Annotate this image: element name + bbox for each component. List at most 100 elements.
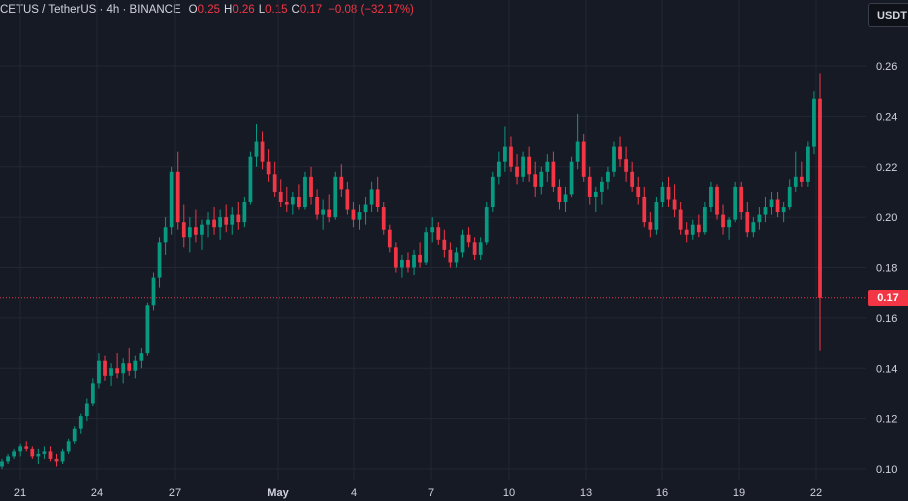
candle-body — [103, 360, 107, 376]
candle-body — [200, 224, 204, 235]
candle-body — [0, 461, 4, 467]
candle-body — [133, 360, 138, 371]
candle — [799, 161, 804, 187]
candle — [660, 181, 665, 208]
candle-body — [345, 189, 350, 210]
candle — [727, 217, 731, 240]
time-tick-label: 22 — [810, 487, 822, 499]
candle — [648, 212, 653, 238]
candle-body — [97, 360, 101, 384]
candle-body — [545, 161, 550, 172]
candle-body — [466, 234, 471, 243]
candle-body — [66, 441, 71, 452]
candle-body — [533, 174, 538, 187]
candle-body — [212, 219, 216, 228]
candle — [412, 249, 416, 276]
candle — [745, 202, 750, 238]
low-value: 0.15 — [265, 4, 288, 16]
candle — [509, 136, 513, 172]
candle — [187, 217, 192, 253]
candle-body — [284, 202, 289, 205]
price-tick-label: 0.22 — [876, 162, 897, 174]
candle — [206, 212, 210, 238]
candle-body — [109, 368, 113, 376]
candle — [181, 204, 186, 248]
candle — [36, 448, 41, 464]
candle — [551, 151, 556, 192]
candle — [78, 413, 83, 434]
candle-body — [678, 209, 683, 230]
candle-body — [363, 204, 368, 213]
candle — [533, 161, 538, 197]
candle-body — [557, 186, 562, 203]
candle — [793, 151, 798, 192]
candle — [97, 353, 101, 389]
candle-body — [272, 174, 277, 192]
candle-body — [242, 202, 247, 223]
candle-body — [303, 176, 307, 208]
candle — [636, 176, 641, 205]
candle-body — [618, 146, 622, 160]
open-label: O — [188, 4, 198, 16]
candle-body — [321, 209, 326, 215]
candle — [812, 91, 816, 155]
candle — [684, 222, 689, 243]
candle — [351, 202, 356, 228]
candle-body — [484, 207, 489, 243]
candle-body — [563, 194, 568, 203]
candle-body — [278, 191, 283, 203]
candle-body — [297, 196, 301, 208]
candle — [236, 202, 241, 230]
candle — [466, 227, 471, 248]
candle-body — [715, 186, 719, 215]
symbol-title: CETUS / TetherUS · 4h · BINANCE — [0, 4, 181, 16]
candle — [91, 378, 95, 407]
candle — [266, 149, 271, 182]
currency-button[interactable]: USDT — [868, 3, 908, 27]
candle-body — [254, 141, 259, 157]
candle — [484, 202, 489, 245]
candle-body — [733, 186, 738, 220]
candle — [781, 202, 786, 223]
candle — [30, 446, 35, 459]
candle-body — [18, 446, 23, 452]
candle — [24, 441, 29, 452]
low-label: L — [258, 4, 266, 16]
candle-body — [206, 219, 210, 225]
candle — [54, 453, 59, 467]
candle — [169, 166, 174, 235]
candle — [733, 181, 738, 223]
candle — [478, 237, 483, 260]
candle — [248, 151, 253, 205]
candle-body — [369, 189, 374, 205]
time-tick-label: 27 — [169, 487, 181, 499]
candle — [418, 242, 422, 268]
candle-body — [599, 181, 604, 192]
candle-body — [727, 219, 731, 228]
candle — [563, 186, 568, 213]
candle — [769, 191, 774, 215]
candle-body — [175, 171, 180, 223]
candle — [339, 164, 344, 197]
candle-body — [36, 453, 41, 457]
candle — [333, 171, 338, 220]
candle — [545, 154, 550, 182]
candle-body — [181, 222, 186, 238]
candle — [145, 302, 150, 356]
candle-body — [521, 156, 525, 177]
candle — [66, 438, 71, 454]
candle — [472, 237, 477, 260]
candle — [290, 191, 295, 215]
close-value: 0.17 — [299, 4, 323, 16]
price-tick-label: 0.20 — [876, 212, 897, 224]
candle — [527, 146, 532, 182]
time-tick-label: 4 — [351, 487, 357, 499]
last-price-label: 0.17 — [868, 289, 908, 306]
candle — [194, 209, 198, 243]
candle — [60, 448, 65, 464]
candle — [569, 156, 574, 197]
candle-body — [139, 353, 144, 361]
candle-body — [690, 224, 695, 235]
candle-body — [54, 458, 59, 462]
